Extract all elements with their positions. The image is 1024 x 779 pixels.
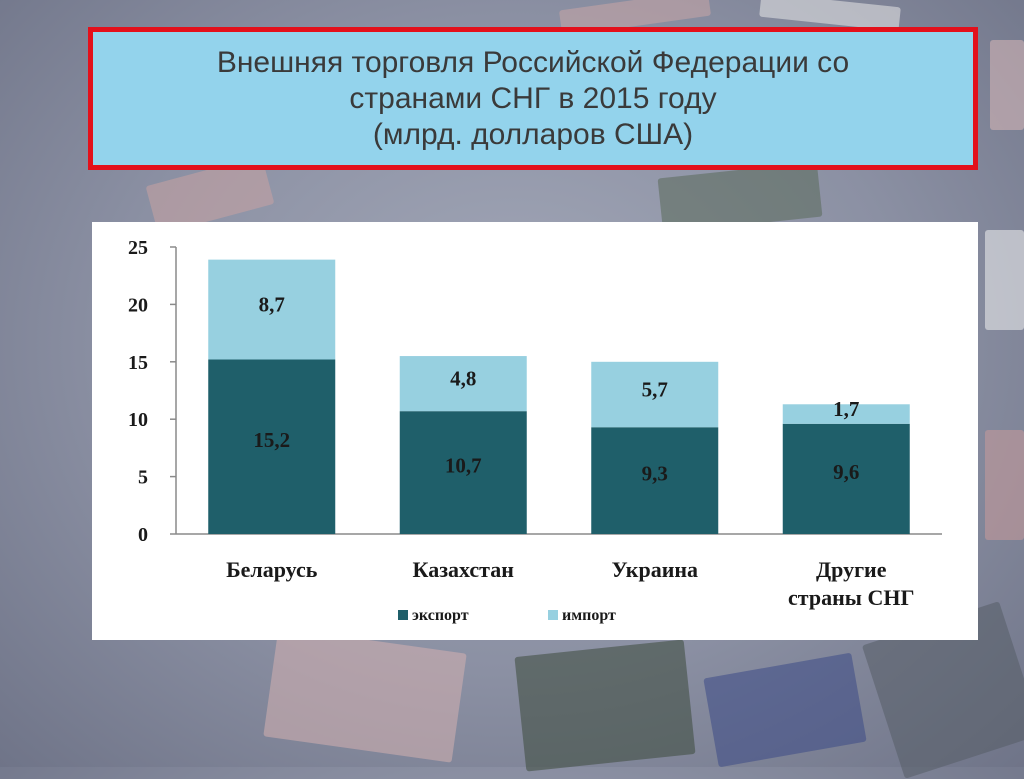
export-value-label: 15,2 [253, 428, 290, 452]
export-value-label: 9,3 [642, 462, 668, 486]
category-label: Другие [816, 557, 887, 582]
slide-title-line-1: Внешняя торговля Российской Федерации со [216, 45, 850, 79]
legend-label-export: экспорт [412, 607, 469, 624]
y-tick-label: 0 [138, 524, 148, 546]
legend-label-import: импорт [562, 607, 616, 624]
flag-tile [703, 652, 867, 768]
flag-tile [263, 627, 467, 763]
import-bar [591, 361, 719, 428]
slide-title-box: Внешняя торговля Российской Федерации со… [88, 27, 978, 170]
category-label: Беларусь [226, 557, 318, 582]
export-value-label: 9,6 [833, 460, 859, 484]
export-bar [591, 427, 719, 534]
import-bar [208, 259, 336, 360]
category-label: Казахстан [413, 557, 515, 582]
import-value-label: 1,7 [833, 397, 859, 421]
import-bar [782, 404, 910, 424]
category-label: Украина [611, 557, 698, 582]
chart-panel: 0 5 10 15 20 25 15,2 8,7 Беларусь 10,7 4,8 Казахста… [92, 222, 978, 640]
y-tick-label: 15 [128, 352, 148, 374]
flag-tile [514, 639, 696, 772]
export-bar [782, 423, 910, 534]
y-tick-label: 20 [128, 294, 148, 316]
category-label: страны СНГ [788, 585, 914, 610]
flag-tile [990, 40, 1024, 130]
slide-title-line-3: (млрд. долларов США) [372, 117, 694, 151]
export-value-label: 10,7 [445, 454, 482, 478]
export-bar [399, 411, 527, 534]
flag-tile [985, 230, 1024, 330]
import-value-label: 5,7 [642, 378, 668, 402]
y-tick-label: 10 [128, 409, 148, 431]
y-tick-label: 5 [138, 467, 148, 489]
flag-tile [985, 430, 1024, 540]
import-value-label: 8,7 [259, 293, 285, 317]
import-value-label: 4,8 [450, 367, 476, 391]
legend-swatch-export [398, 610, 408, 620]
stacked-bar-chart: 0 5 10 15 20 25 15,2 8,7 Беларусь 10,7 4,8 Казахста… [128, 237, 942, 624]
import-bar [399, 356, 527, 412]
y-tick-label: 25 [128, 237, 148, 259]
slide-title-line-2: странами СНГ в 2015 году [349, 81, 717, 115]
export-bar [208, 359, 336, 534]
legend-swatch-import [548, 610, 558, 620]
